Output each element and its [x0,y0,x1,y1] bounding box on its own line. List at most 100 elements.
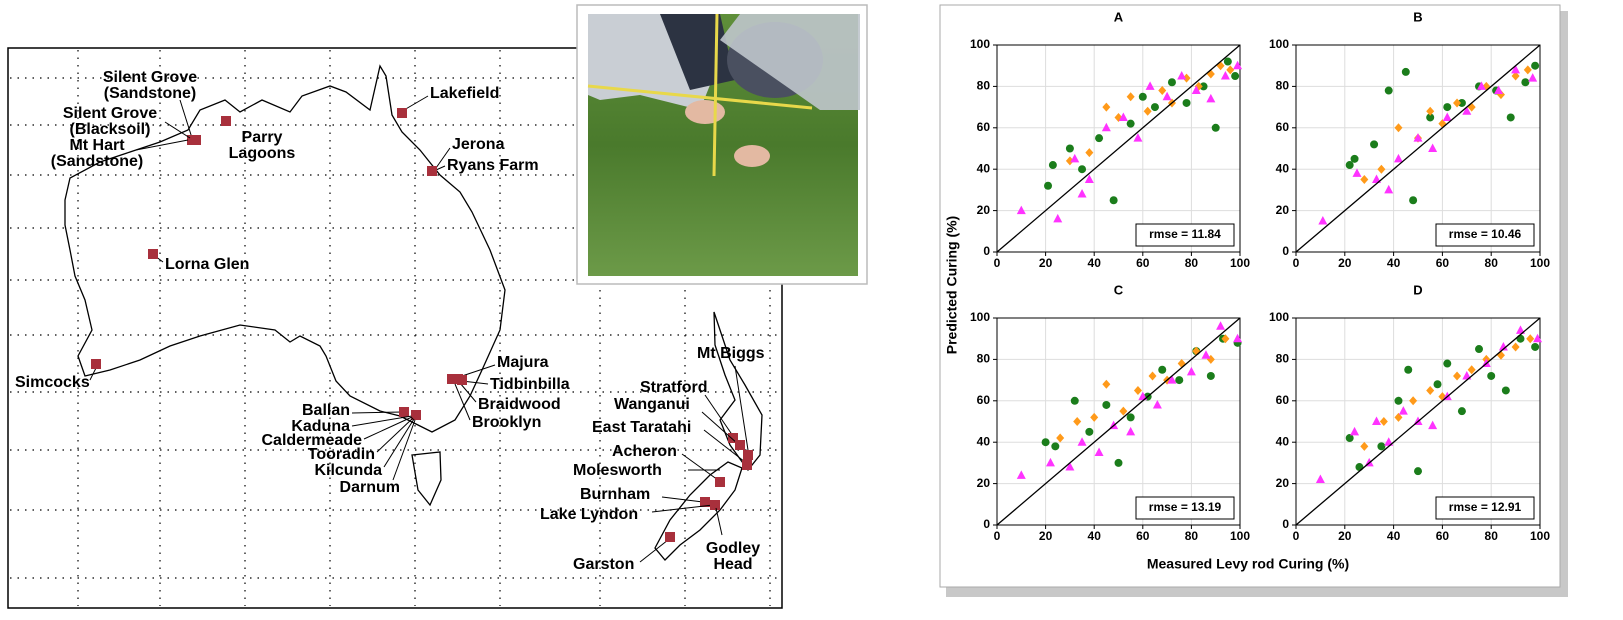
data-point [1162,91,1172,101]
y-tick-label: 80 [1276,79,1290,93]
scatter-chart: A 0 20 40 60 80 100 0 20 40 60 80 100 rmse = 11.84 [970,9,1250,270]
data-point [1206,93,1216,103]
site-label: Acheron [612,443,677,460]
leader-line [459,382,477,403]
x-tick-label: 60 [1436,256,1450,270]
y-tick-label: 40 [1276,161,1290,175]
one-to-one-line [996,317,1241,526]
sites: Silent Grove(Sandstone)Silent Grove(Blac… [15,69,765,573]
data-point [1102,102,1111,112]
data-point [1523,65,1532,75]
y-tick-label: 80 [977,79,991,93]
site-label: Majura [497,354,549,371]
leader-line [135,139,189,151]
data-point [1065,144,1074,153]
leader-line [164,121,191,139]
data-point [1352,168,1362,177]
data-point [1433,380,1442,389]
data-point [1457,98,1466,107]
site-label: Parry [242,129,283,146]
photo-hand [734,145,770,167]
site-label: (Blacksoil) [70,121,151,138]
leader-line [734,365,749,451]
x-tick-label: 100 [1530,256,1550,270]
data-point [1070,153,1080,163]
annotation: rmse = 11.84 [1149,227,1221,241]
data-point [1211,123,1220,132]
site-marker [91,359,101,369]
data-point [1377,164,1386,174]
data-point [1233,60,1243,70]
data-point [1126,119,1135,128]
data-point [1521,78,1530,87]
data-point [1404,365,1413,374]
x-tick-label: 40 [1387,256,1401,270]
data-point [1409,196,1418,205]
site-label: Lagoons [229,145,296,162]
x-tick-label: 0 [1293,529,1300,543]
y-tick-label: 60 [977,120,991,134]
leader-line [454,383,471,421]
data-point [1413,133,1423,142]
data-point [1216,321,1226,330]
data-point [1133,133,1143,142]
data-point [1409,396,1418,406]
site-label: Kaduna [291,418,350,435]
data-point [1231,72,1240,81]
leader-line [715,507,723,536]
photo-tape [587,84,813,110]
data-point [1182,98,1191,107]
data-point [1221,334,1230,344]
site-marker [399,407,409,417]
photo-arm [720,14,860,110]
data-point [1345,434,1354,443]
site-label: Godley [706,540,760,557]
leader-line [704,394,734,437]
x-tick-label: 100 [1230,529,1250,543]
annotation-box [1135,223,1235,247]
data-point [1360,175,1369,185]
data-point [1379,417,1388,426]
leader-line [651,504,714,513]
data-point [1114,458,1123,467]
data-point [1133,385,1142,395]
data-point [1414,467,1422,476]
site-marker [715,477,725,487]
photo-rod [712,13,719,177]
site-marker [427,166,437,176]
data-point [1372,174,1382,184]
site-label: Caldermeade [262,432,363,449]
data-point [1070,396,1079,405]
y-tick-label: 0 [1282,517,1289,531]
site-label: Lakefield [430,85,499,102]
data-point [1077,189,1087,198]
x-tick-label: 80 [1485,529,1499,543]
data-point [1201,350,1211,359]
x-tick-label: 60 [1136,529,1150,543]
data-point [1350,154,1359,163]
y-tick-label: 100 [1269,310,1289,324]
data-point [1143,106,1152,116]
data-point [1016,205,1026,215]
data-point [1515,325,1525,334]
data-point [1494,85,1504,95]
data-point [1453,371,1462,381]
data-point [1065,156,1074,166]
site-label: Tidbinbilla [490,376,570,393]
leader-line [661,496,704,503]
data-point [1401,67,1410,76]
site-label: Lorna Glen [165,256,249,273]
leader-line [703,429,746,463]
data-point [1138,92,1147,101]
data-point [1158,86,1167,96]
chart-title: B [1413,9,1422,24]
data-point [1443,103,1452,112]
data-point [1315,474,1325,483]
y-tick-label: 100 [1269,37,1289,51]
x-tick-label: 80 [1485,256,1499,270]
annotation: rmse = 13.19 [1149,500,1222,514]
data-point [1384,184,1394,194]
data-point [1048,161,1057,170]
data-point [1167,375,1177,384]
data-point [1102,379,1111,389]
